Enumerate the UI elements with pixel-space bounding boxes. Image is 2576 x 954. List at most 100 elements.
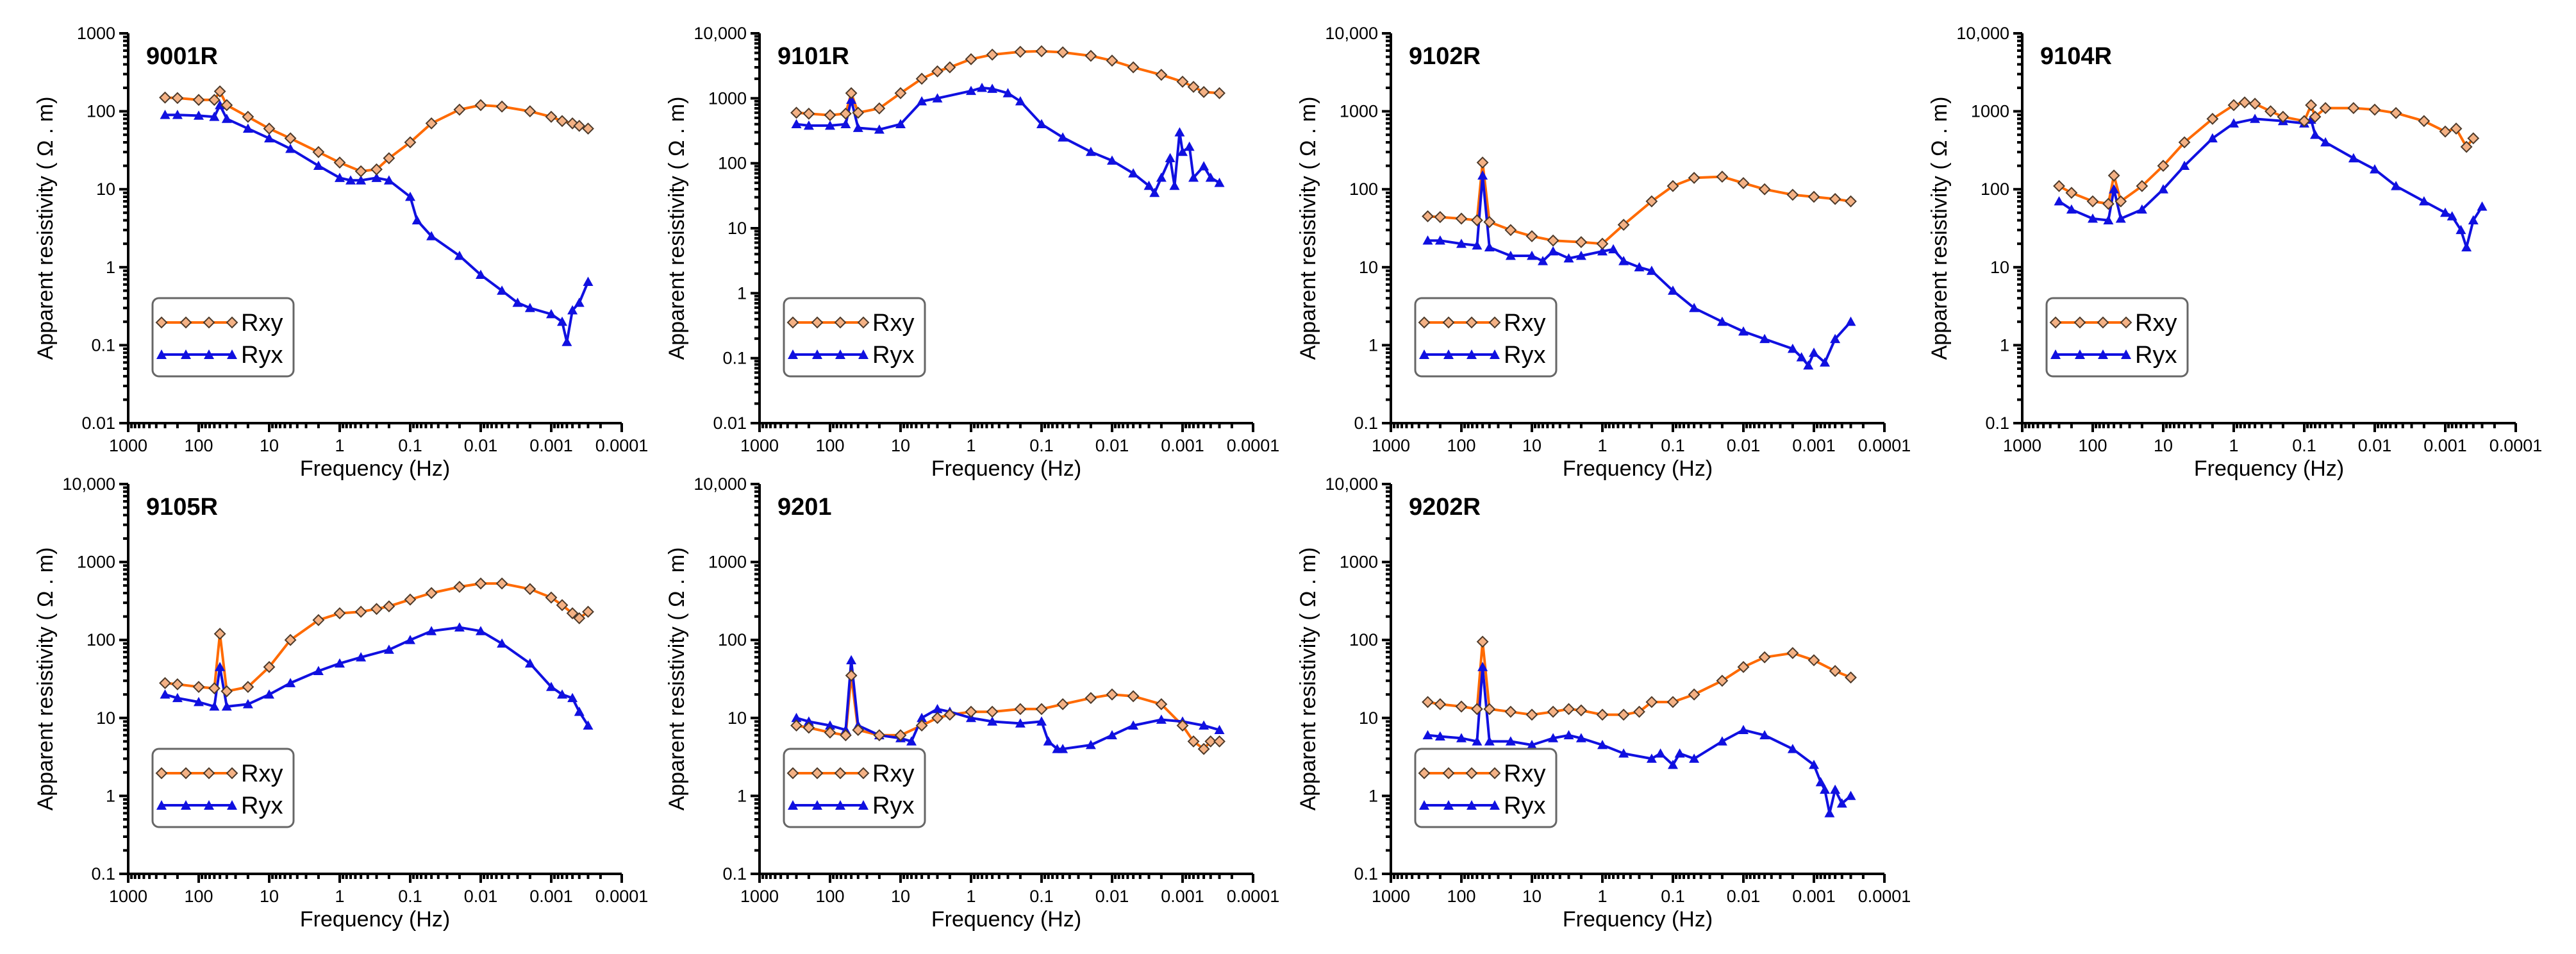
rxy-point <box>1758 183 1771 196</box>
legend-rxy-marker <box>155 316 168 329</box>
ryx-point <box>803 120 814 130</box>
ryx-point <box>1156 714 1167 724</box>
ryx-point <box>1199 161 1209 171</box>
legend-rxy-marker <box>2073 316 2086 329</box>
ryx-point <box>264 133 274 143</box>
rxy-series-line <box>796 674 1220 751</box>
ryx-point <box>405 191 415 201</box>
rxy-point <box>2102 197 2115 210</box>
y-tick-label: 0.1 <box>722 864 747 883</box>
ryx-point <box>524 658 535 668</box>
ryx-point <box>1422 730 1433 740</box>
rxy-point <box>1829 665 1841 678</box>
ryx-point <box>1043 736 1054 746</box>
ryx-point <box>1484 736 1495 746</box>
rxy-point <box>1213 87 1226 99</box>
ryx-point <box>1456 238 1467 248</box>
legend-ryx-marker <box>835 349 845 359</box>
rxy-point <box>1056 46 1069 59</box>
rxy-point <box>1455 212 1468 225</box>
ryx-point <box>846 94 857 104</box>
rxy-point <box>2460 140 2473 153</box>
x-tick-label: 0.1 <box>2292 436 2316 455</box>
rxy-point <box>1422 696 1434 708</box>
ryx-point <box>977 82 988 92</box>
ryx-point <box>825 120 835 130</box>
ryx-point <box>546 309 556 319</box>
rxy-point <box>545 110 558 123</box>
x-tick-label: 0.0001 <box>1227 436 1280 455</box>
rxy-point <box>845 87 858 99</box>
x-tick-label: 1 <box>966 436 976 455</box>
legend-ryx-marker <box>1419 800 1429 810</box>
ryx-point <box>172 110 183 119</box>
ryx-point <box>852 122 863 132</box>
ryx-point <box>1199 720 1209 730</box>
y-tick-label: 100 <box>1349 630 1378 649</box>
rxy-point <box>845 669 858 682</box>
ryx-point <box>1156 172 1167 182</box>
ryx-point <box>524 303 535 312</box>
legend-ryx-marker <box>2098 349 2108 359</box>
rxy-point <box>582 605 594 618</box>
rxy-point <box>2298 115 2311 128</box>
rxy-point <box>1187 735 1200 748</box>
x-axis-title: Frequency (Hz) <box>300 456 450 481</box>
ryx-point <box>803 716 814 726</box>
rxy-point <box>1575 704 1588 717</box>
legend-ryx-label: Ryx <box>1504 342 1545 369</box>
y-tick-label: 1 <box>1368 786 1378 805</box>
rxy-series-line <box>2058 101 2475 205</box>
legend-rxy-marker <box>1418 767 1431 780</box>
ryx-point <box>497 638 508 648</box>
legend-ryx-marker <box>1419 349 1429 359</box>
legend-ryx-marker <box>812 800 822 810</box>
rxy-point <box>802 721 815 734</box>
ryx-point <box>1820 357 1831 367</box>
rxy-point <box>242 110 254 123</box>
x-tick-label: 0.1 <box>398 436 422 455</box>
ryx-point <box>335 658 345 668</box>
rxy-point <box>284 132 297 145</box>
rxy-point <box>1056 698 1069 710</box>
x-tick-label: 0.01 <box>2358 436 2392 455</box>
legend-ryx-marker <box>1490 800 1500 810</box>
ryx-point <box>221 113 232 123</box>
legend-rxy-marker <box>786 316 799 329</box>
y-tick-label: 1 <box>106 786 115 805</box>
ryx-point <box>242 123 253 133</box>
ryx-point <box>2320 137 2331 147</box>
ryx-point <box>1184 141 1195 151</box>
rxy-point <box>894 729 907 742</box>
ryx-point <box>2066 204 2077 214</box>
ryx-point <box>1128 720 1139 730</box>
ryx-point <box>1036 119 1047 129</box>
ryx-point <box>383 175 394 185</box>
y-tick-label: 100 <box>87 630 115 649</box>
ryx-point <box>1830 784 1841 794</box>
legend-rxy-marker <box>1442 767 1455 780</box>
rxy-point <box>1633 705 1645 718</box>
legend-ryx-label: Ryx <box>872 792 914 819</box>
ryx-point <box>497 285 508 295</box>
rxy-point <box>2309 110 2322 123</box>
x-tick-label: 100 <box>815 436 844 455</box>
legend: Rxy Ryx <box>1414 297 1558 378</box>
y-tick-label: 1 <box>737 786 747 805</box>
legend-ryx-marker <box>2121 349 2131 359</box>
ryx-point <box>1107 155 1117 165</box>
panel-label: 9105R <box>146 494 218 521</box>
ryx-point <box>1759 730 1770 740</box>
ryx-point <box>313 160 324 170</box>
rxy-point <box>1213 735 1226 748</box>
rxy-point <box>425 117 438 130</box>
rxy-point <box>1617 708 1630 721</box>
rxy-point <box>1483 215 1496 228</box>
ryx-point <box>1058 132 1068 142</box>
rxy-point <box>1014 46 1027 58</box>
y-tick-label: 0.1 <box>722 349 747 368</box>
x-tick-label: 0.01 <box>464 887 498 906</box>
ryx-point <box>2088 213 2098 223</box>
ryx-point <box>426 626 437 635</box>
legend-rxy-marker <box>811 767 824 780</box>
